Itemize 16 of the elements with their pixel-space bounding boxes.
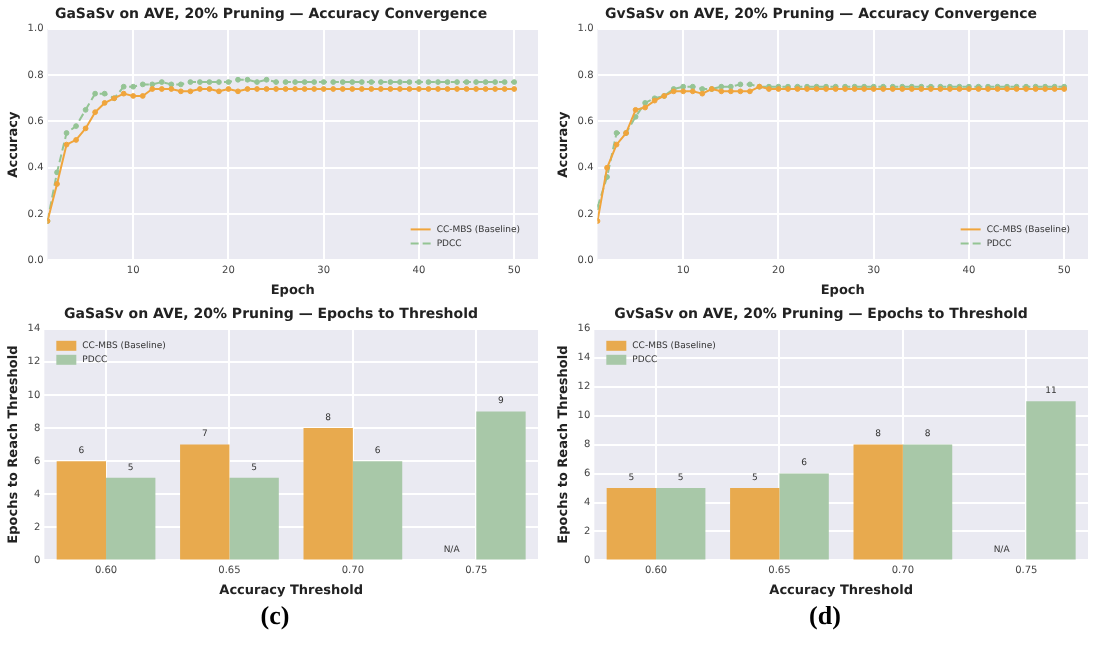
bar: [902, 444, 953, 560]
text: (d): [807, 600, 843, 632]
bar: [352, 461, 403, 560]
bar: [56, 461, 107, 560]
bar: [476, 411, 526, 560]
bar: [180, 444, 230, 560]
bar: [229, 477, 279, 560]
bar: [303, 428, 353, 560]
bar: [779, 473, 829, 560]
bar: [853, 444, 903, 560]
bar: [730, 488, 780, 560]
bar: [106, 477, 156, 560]
text: (c): [258, 600, 292, 632]
bar: [1026, 401, 1076, 560]
bar: [606, 488, 657, 560]
bar: [656, 488, 706, 560]
